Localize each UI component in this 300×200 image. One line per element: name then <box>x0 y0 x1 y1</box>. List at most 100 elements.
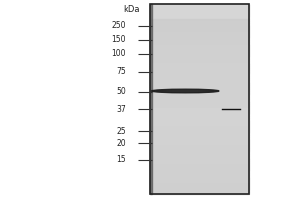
Bar <box>150 21 249 23</box>
Bar <box>150 5 249 8</box>
Bar <box>150 133 249 135</box>
Bar <box>150 17 249 19</box>
Bar <box>150 188 249 190</box>
Bar <box>150 167 249 169</box>
Bar <box>150 68 249 71</box>
Bar <box>150 125 249 128</box>
Bar <box>150 127 249 130</box>
Bar <box>150 104 249 107</box>
Bar <box>150 159 249 162</box>
Text: 150: 150 <box>112 36 126 45</box>
Bar <box>150 165 249 168</box>
Bar <box>150 131 249 133</box>
Bar <box>150 11 249 14</box>
Bar <box>150 154 249 156</box>
Ellipse shape <box>152 89 219 93</box>
Bar <box>150 190 249 192</box>
Bar <box>150 64 249 67</box>
Bar <box>150 180 249 183</box>
Bar <box>150 55 249 57</box>
Bar <box>150 76 249 78</box>
Bar <box>150 171 249 173</box>
Text: 25: 25 <box>116 127 126 136</box>
Bar <box>150 89 249 92</box>
Bar <box>150 74 249 76</box>
Bar <box>150 85 249 88</box>
Bar <box>150 169 249 171</box>
Bar <box>150 118 249 120</box>
Bar <box>150 156 249 158</box>
Bar <box>150 176 249 179</box>
Bar <box>150 45 249 48</box>
Bar <box>150 108 249 111</box>
Bar <box>150 123 249 126</box>
Bar <box>150 182 249 185</box>
Bar <box>150 15 249 17</box>
Bar <box>150 175 249 177</box>
Bar <box>150 138 249 141</box>
Bar <box>150 4 249 194</box>
Bar <box>150 120 249 122</box>
Bar <box>150 178 249 181</box>
Bar <box>150 184 249 187</box>
Bar <box>150 93 249 95</box>
Bar <box>150 97 249 99</box>
Bar <box>150 9 249 12</box>
Bar <box>150 116 249 118</box>
Bar <box>150 44 249 46</box>
Bar <box>150 42 249 44</box>
Bar <box>150 102 249 105</box>
Bar <box>150 28 249 31</box>
Bar <box>150 146 249 149</box>
Bar <box>150 173 249 175</box>
Bar <box>150 91 249 94</box>
Bar <box>150 192 249 194</box>
Bar <box>150 72 249 74</box>
Bar <box>150 61 249 63</box>
Bar <box>150 24 249 27</box>
Bar <box>150 110 249 112</box>
Bar <box>150 150 249 152</box>
Bar <box>150 100 249 103</box>
Bar <box>150 38 249 40</box>
Bar <box>150 34 249 36</box>
Bar <box>150 121 249 124</box>
Bar <box>150 40 249 42</box>
Bar <box>150 106 249 109</box>
Bar <box>150 13 249 16</box>
Bar <box>150 49 249 52</box>
Bar <box>150 23 249 25</box>
Bar <box>150 51 249 54</box>
Bar <box>150 32 249 35</box>
Bar <box>150 4 152 194</box>
Bar <box>150 161 249 164</box>
Bar <box>150 137 249 139</box>
Bar <box>150 95 249 97</box>
Text: 37: 37 <box>116 105 126 114</box>
Bar <box>150 158 249 160</box>
Bar <box>150 53 249 55</box>
Text: 75: 75 <box>116 68 126 76</box>
Bar <box>150 7 249 10</box>
Text: 20: 20 <box>116 138 126 147</box>
Bar <box>150 78 249 80</box>
Text: 15: 15 <box>116 156 126 164</box>
Bar <box>150 4 249 6</box>
Bar <box>150 57 249 59</box>
Bar <box>150 140 249 143</box>
Bar <box>150 82 249 84</box>
Bar <box>150 144 249 147</box>
Text: kDa: kDa <box>124 5 140 15</box>
Bar <box>150 26 249 29</box>
Bar <box>150 152 249 154</box>
Bar <box>150 30 249 33</box>
Bar <box>150 80 249 82</box>
Bar <box>150 186 249 188</box>
Bar <box>150 142 249 145</box>
Bar <box>150 36 249 38</box>
Bar <box>150 83 249 86</box>
Bar <box>150 163 249 166</box>
Bar <box>150 62 249 65</box>
Text: 250: 250 <box>112 21 126 30</box>
Bar <box>150 59 249 61</box>
